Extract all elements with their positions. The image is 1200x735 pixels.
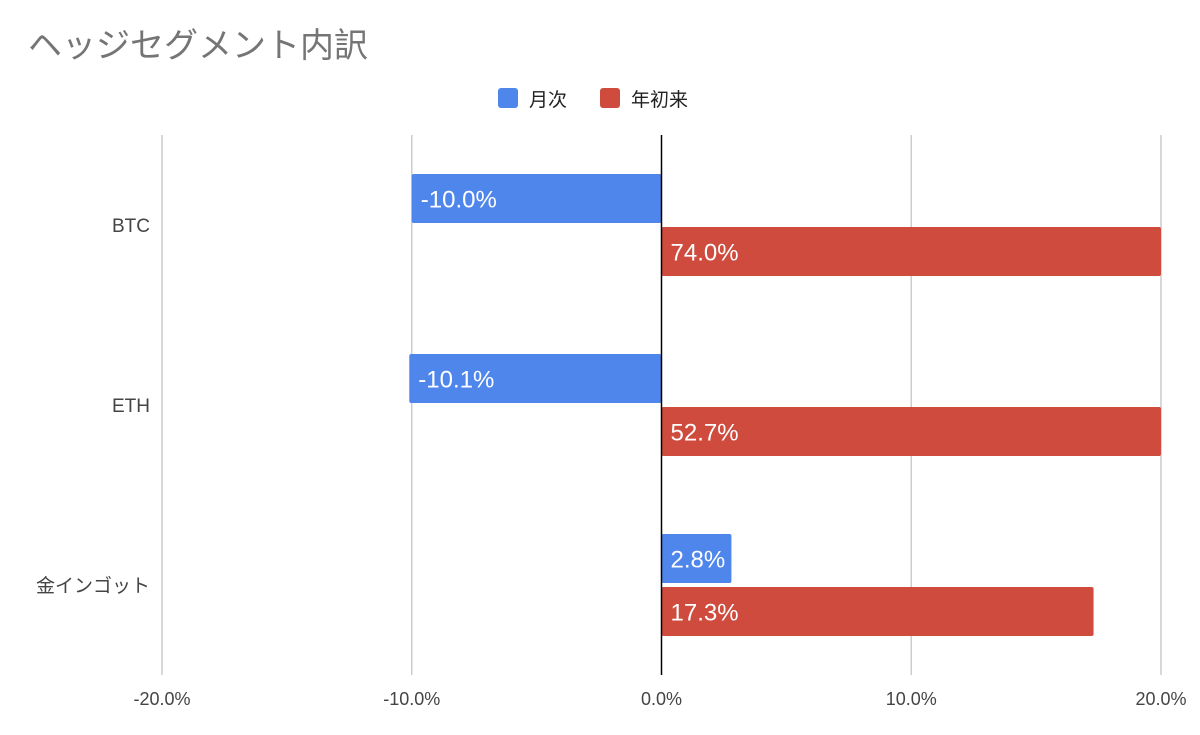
chart-title: ヘッジセグメント内訳 (28, 26, 368, 66)
category-label: BTC (112, 216, 150, 237)
bar-monthly (661, 534, 732, 583)
bar-value-label: 17.3% (671, 600, 739, 627)
category-label: 金インゴット (36, 575, 150, 597)
bar-value-label: -10.0% (421, 187, 497, 214)
x-tick-label: 20.0% (1135, 689, 1186, 709)
legend-swatch-ytd (600, 88, 620, 108)
bar-ytd (661, 587, 1094, 636)
legend: 月次 年初来 (498, 88, 688, 111)
category-label: ETH (112, 396, 150, 417)
bar-value-label: -10.1% (418, 367, 494, 394)
x-tick-label: -10.0% (383, 689, 440, 709)
bar-monthly (411, 174, 662, 223)
bar-value-label: 52.7% (671, 420, 739, 447)
legend-swatch-monthly (498, 88, 518, 108)
bar-monthly (409, 354, 662, 403)
legend-label-monthly: 月次 (529, 89, 567, 111)
x-tick-label: -20.0% (133, 689, 190, 709)
grid-lines (161, 135, 1162, 675)
bars (409, 174, 1161, 636)
bar-ytd (661, 407, 1161, 456)
x-tick-label: 10.0% (886, 689, 937, 709)
x-tick-label: 0.0% (641, 689, 682, 709)
bar-value-label: 74.0% (671, 240, 739, 267)
legend-label-ytd: 年初来 (631, 89, 688, 111)
bar-labels: -10.0% 74.0% -10.1% 52.7% 2.8% 17.3% (418, 187, 738, 627)
x-tick-labels: -20.0% -10.0% 0.0% 10.0% 20.0% (133, 689, 1186, 709)
category-labels: BTC ETH 金インゴット (36, 216, 150, 597)
bar-ytd (661, 227, 1161, 276)
bar-value-label: 2.8% (671, 547, 726, 574)
